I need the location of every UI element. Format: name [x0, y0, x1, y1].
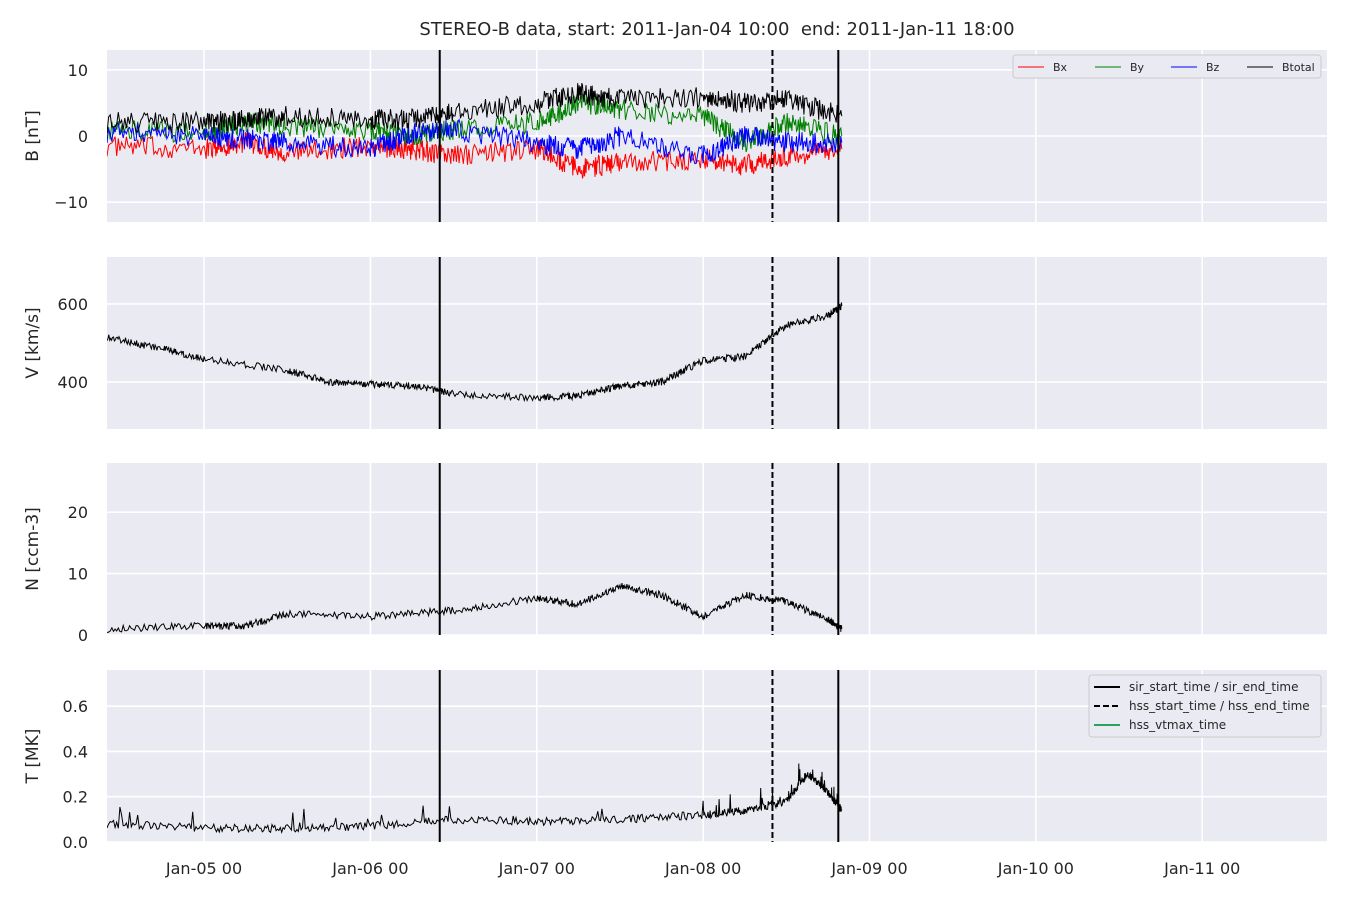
y-tick-label: 0.2 [63, 788, 88, 807]
y-axis-label: B [nT] [23, 110, 43, 162]
y-tick-label: 400 [57, 373, 88, 392]
series-line-T [107, 763, 843, 835]
y-tick-label: 0.6 [63, 697, 88, 716]
series-line-V [107, 302, 843, 403]
series-line-Bz [107, 118, 843, 165]
legend-label-Bx: Bx [1053, 61, 1068, 74]
y-tick-label: 600 [57, 295, 88, 314]
legend-label-By: By [1130, 61, 1145, 74]
x-tick-label: Jan-07 00 [498, 859, 575, 878]
panel-background [107, 463, 1327, 635]
legend-label: hss_vtmax_time [1129, 718, 1226, 732]
series-line-Btotal [107, 82, 843, 134]
chart-title: STEREO-B data, start: 2011-Jan-04 10:00 … [419, 19, 1015, 40]
y-tick-label: 10 [68, 61, 88, 80]
x-tick-label: Jan-11 00 [1163, 859, 1240, 878]
y-axis-label: T [MK] [23, 729, 43, 785]
legend-frame [1012, 54, 1322, 79]
legend-label-Bz: Bz [1206, 61, 1220, 74]
y-tick-label: −10 [54, 193, 88, 212]
legend-B: Bx By Bz Btotal [1012, 54, 1322, 79]
panel-N: 20 10 0 N [ccm-3] [23, 463, 1327, 645]
y-tick-label: 0.0 [63, 833, 88, 852]
panel-V: 600 400 V [km/s] [23, 257, 1327, 429]
y-tick-label: 0.4 [63, 742, 88, 761]
legend-label: hss_start_time / hss_end_time [1129, 699, 1310, 713]
legend-label-Btotal: Btotal [1282, 61, 1315, 74]
x-tick-label: Jan-10 00 [997, 859, 1074, 878]
panel-B: 10 0 −10 B [nT] Bx By Bz Btotal [23, 50, 1327, 222]
y-tick-label: 0 [78, 626, 88, 645]
y-axis-label: V [km/s] [23, 307, 43, 378]
y-axis-label: N [ccm-3] [23, 507, 43, 591]
x-tick-label: Jan-09 00 [830, 859, 907, 878]
y-tick-label: 0 [78, 127, 88, 146]
y-tick-label: 10 [68, 565, 88, 584]
x-tick-label: Jan-06 00 [331, 859, 408, 878]
panel-T: 0.6 0.4 0.2 0.0 T [MK] sir_start_time / sir_e… [23, 670, 1327, 852]
legend-frame [1088, 674, 1322, 738]
panel-background [107, 257, 1327, 429]
x-tick-label: Jan-08 00 [664, 859, 741, 878]
x-tick-label: Jan-05 00 [165, 859, 242, 878]
y-tick-label: 20 [68, 503, 88, 522]
legend-events: sir_start_time / sir_end_time hss_start_t… [1088, 674, 1322, 738]
legend-label: sir_start_time / sir_end_time [1129, 680, 1299, 694]
